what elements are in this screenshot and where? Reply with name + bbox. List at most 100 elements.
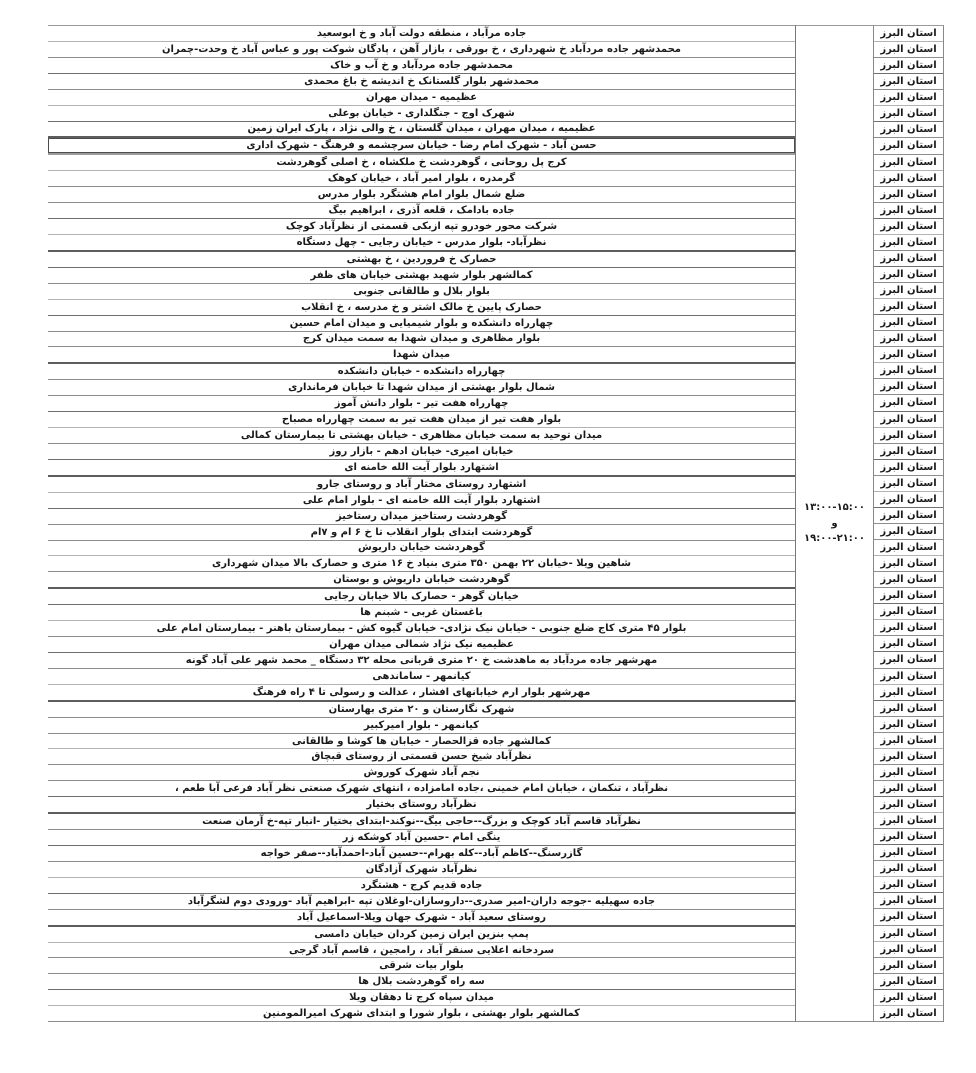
province-text: استان البرز [880,60,937,72]
address-text: جاده بادامک ، قلعه آذری ، ابراهیم بیگ [328,205,515,217]
address-text: نظرآباد شیخ حسن قسمتی از روستای قبچاق [311,751,532,763]
province-text: استان البرز [880,895,937,907]
table-row: شهرک نگارستان و ۲۰ متری بهارستان [48,702,795,718]
address-text: نظرآباد قاسم آباد کوچک و بزرگ--حاجی بیگ-… [202,816,641,828]
table-row: نجم آباد شهرک کوروش [48,765,795,782]
province-cell: استان البرز [874,90,943,107]
province-cell: استان البرز [874,219,943,235]
province-text: استان البرز [880,959,937,971]
address-text: بلوار ۴۵ متری کاج ضلع جنوبی - خیابان نیک… [156,623,687,635]
province-cell: استان البرز [874,717,943,733]
address-text: حصارک پایین خ مالک اشتر و خ مدرسه ، خ ان… [301,301,542,313]
province-text: استان البرز [880,220,937,232]
address-text: میدان توحید به سمت خیابان مظاهری - خیابا… [240,430,603,441]
province-text: استان البرز [880,124,937,136]
table-row: شمال بلوار بهشتی از میدان شهدا تا خیابان… [48,380,795,397]
table-row: شرکت محور خودرو تپه ازبکی قسمتی از نظرآب… [48,219,795,235]
province-cell: استان البرز [874,476,943,492]
address-text: مهرشهر جاده مردآباد به ماهدشت خ ۲۰ متری … [185,654,658,666]
province-cell: استان البرز [874,235,943,251]
province-cell: استان البرز [874,74,943,91]
address-text: خیابان امیری- خیابان ادهم - بازار روز [329,445,514,457]
province-cell: استان البرز [874,958,943,974]
province-cell: استان البرز [874,604,943,621]
table-row: حسن آباد - شهرک امام رضا - خیابان سرچشمه… [48,138,795,156]
province-text: استان البرز [880,301,937,313]
province-cell: استان البرز [874,42,943,59]
province-text: استان البرز [880,991,937,1003]
table-row: بلوار هفت تیر از میدان هفت تیر به سمت چه… [48,412,795,429]
province-text: استان البرز [880,509,937,521]
table-row: خیابان گوهر - حصارک بالا خیابان رجایی [48,589,795,606]
table-row: کمالشهر جاده قزالحصار - خیابان ها کوشا و… [48,734,795,750]
province-text: استان البرز [880,863,937,875]
table-row: عظیمیه ، میدان مهران ، میدان گلستان ، خ … [48,122,795,139]
and-label: و [831,517,838,529]
table-row: ینگی امام -حسین آباد کوشکه زر [48,830,795,847]
province-cell: استان البرز [874,845,943,862]
province-text: استان البرز [880,525,937,537]
province-text: استان البرز [880,702,937,714]
province-cell: استان البرز [874,315,943,332]
address-text: گازرسنگ--کاظم آباد--کله بهرام--حسین آباد… [260,847,583,859]
province-cell: استان البرز [874,652,943,669]
table-row: نظرآباد شیخ حسن قسمتی از روستای قبچاق [48,749,795,766]
address-text: اشتهارد روستای مختار آباد و روستای جارو [316,478,527,490]
address-text: پمپ بنزین ایران زمین کردان خیابان دامسی [314,928,529,940]
table-row: کرج پل روحانی ، گوهردشت خ ملکشاه ، خ اصل… [48,155,795,172]
address-text: بلوار مظاهری و میدان شهدا به سمت میدان ک… [302,333,541,345]
table-row: ضلع شمال بلوار امام هشتگرد بلوار مدرس [48,187,795,204]
province-cell: استان البرز [874,283,943,300]
table-row: نظرآباد روستای بختیار [48,797,795,815]
address-text: گوهردشت خیابان داریوش و بوستان [333,574,510,586]
address-text: نجم آباد شهرک کوروش [363,767,480,779]
time-cell: ۱۳:۰۰-۱۵:۰۰ و ۱۹:۰۰-۲۱:۰۰ [804,500,865,547]
table-row: روستای سعید آباد - شهرک جهان ویلا-اسماعی… [48,910,795,927]
province-text: استان البرز [880,365,937,377]
table-row: نظرآباد شهرک آزادگان [48,862,795,878]
province-text: استان البرز [880,718,937,730]
province-cell: استان البرز [874,379,943,396]
province-text: استان البرز [880,413,937,425]
table-row: چهارراه دانشکده - خیابان دانشکده [48,364,795,381]
province-cell: استان البرز [874,701,943,717]
province-cell: استان البرز [874,203,943,219]
address-text: محمدشهر بلوار گلستانک خ اندیشه خ باغ محم… [304,75,539,87]
province-text: استان البرز [880,285,937,297]
address-text: نظرآباد ، تنکمان ، خیابان امام خمینی ،جا… [175,783,668,795]
table-row: گوهردشت ابتدای بلوار انقلاب تا خ ۶ ام و … [48,525,795,541]
province-cell: استان البرز [874,363,943,380]
province-text: استان البرز [880,799,937,811]
province-cell: استان البرز [874,926,943,942]
table-row: بلوار ۴۵ متری کاج ضلع جنوبی - خیابان نیک… [48,621,795,638]
province-cell: استان البرز [874,685,943,701]
province-cell: استان البرز [874,797,943,814]
province-cell: استان البرز [874,829,943,846]
address-text: نظرآباد روستای بختیار [366,799,477,811]
table-row: گوهردشت رستاخیز میدان رستاخیز [48,509,795,525]
table-row: میدان توحید به سمت خیابان مظاهری - خیابا… [48,428,795,444]
province-text: استان البرز [880,622,937,634]
province-text: استان البرز [880,686,937,698]
province-cell: استان البرز [874,26,943,43]
address-text: مهرشهر بلوار ارم خیابانهای افشار ، عدالت… [252,686,591,698]
province-text: استان البرز [880,927,937,939]
province-text: استان البرز [880,445,937,457]
province-text: استان البرز [880,156,937,168]
province-text: استان البرز [880,542,937,554]
address-text: کرج پل روحانی ، گوهردشت خ ملکشاه ، خ اصل… [276,157,567,169]
table-row: چهارراه هفت تیر - بلوار دانش آموز [48,396,795,413]
address-text: محمدشهر جاده مردآباد و خ آب و خاک [330,59,513,71]
address-text: عظیمیه ، میدان مهران ، میدان گلستان ، خ … [247,123,596,135]
province-cell: استان البرز [874,669,943,685]
province-cell: استان البرز [874,347,943,364]
address-text: حسن آباد - شهرک امام رضا - خیابان سرچشمه… [246,140,597,152]
table-row: نظرآباد قاسم آباد کوچک و بزرگ--حاجی بیگ-… [48,814,795,831]
address-text: شمال بلوار بهشتی از میدان شهدا تا خیابان… [288,382,555,394]
province-text: استان البرز [880,92,937,104]
province-text: استان البرز [880,847,937,859]
province-cell: استان البرز [874,331,943,348]
province-text: استان البرز [880,108,937,120]
address-text: گوهردشت رستاخیز میدان رستاخیز [335,510,508,522]
table-row: گوهردشت خیابان داریوش [48,541,795,557]
